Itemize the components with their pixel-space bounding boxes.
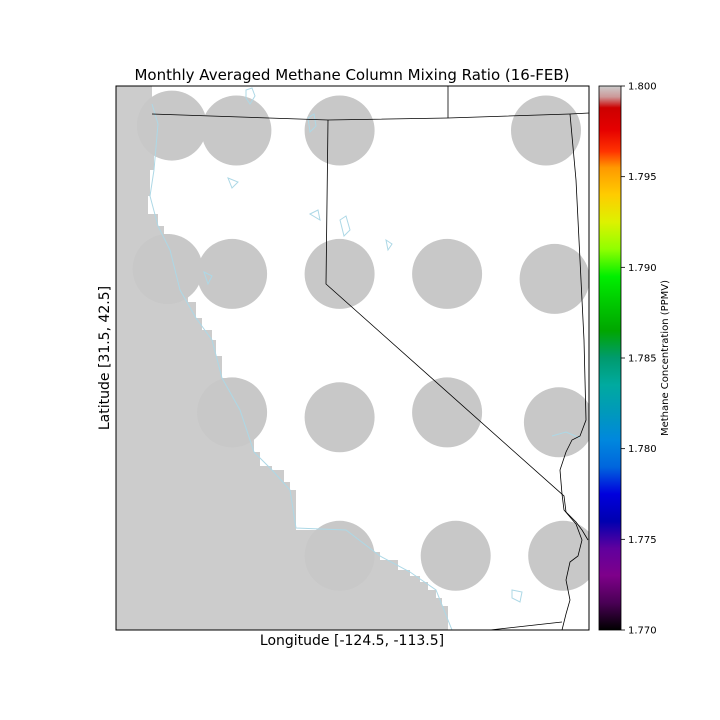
sounding-footprints — [132, 90, 589, 591]
footprint-9 — [519, 243, 589, 314]
footprint-15 — [420, 520, 491, 591]
colorbar-label: Methane Concentration (PPMV) — [660, 280, 671, 436]
chart-title: Monthly Averaged Methane Column Mixing R… — [134, 66, 569, 84]
footprint-8 — [412, 238, 483, 309]
footprint-3 — [304, 95, 375, 166]
colorbar-tick-label: 1.770 — [628, 626, 657, 637]
ocean-mask — [116, 86, 448, 630]
colorbar-tick-label: 1.790 — [628, 263, 657, 274]
footprint-5 — [132, 234, 203, 304]
colorbar-gradient — [598, 85, 622, 631]
footprint-1 — [136, 90, 207, 161]
x-axis-label: Longitude [-124.5, -113.5] — [260, 633, 444, 649]
colorbar-tick-label: 1.785 — [628, 354, 657, 365]
colorbar-tick-label: 1.795 — [628, 172, 657, 183]
footprint-4 — [511, 95, 581, 166]
colorbar: 1.770 1.775 1.780 1.785 1.790 1.795 1.800 Meth… — [598, 82, 671, 637]
map-axes — [116, 86, 589, 630]
footprint-6 — [197, 238, 268, 309]
colorbar-tick-label: 1.800 — [628, 82, 657, 93]
colorbar-tick-label: 1.780 — [628, 444, 657, 455]
footprint-2 — [201, 95, 272, 166]
footprint-11 — [304, 382, 375, 453]
footprint-13 — [523, 387, 589, 458]
colorbar-tick-label: 1.775 — [628, 535, 657, 546]
footprint-16 — [528, 520, 589, 591]
coastline-lakes — [149, 87, 581, 630]
footprint-10 — [197, 377, 268, 448]
footprint-7 — [304, 238, 375, 309]
footprint-14 — [304, 520, 375, 591]
colorbar-ticks: 1.770 1.775 1.780 1.785 1.790 1.795 1.800 — [621, 82, 657, 637]
map-frame — [115, 85, 590, 631]
footprint-12 — [412, 377, 483, 448]
state-borders — [151, 86, 589, 630]
y-axis-label: Latitude [31.5, 42.5] — [97, 286, 113, 430]
